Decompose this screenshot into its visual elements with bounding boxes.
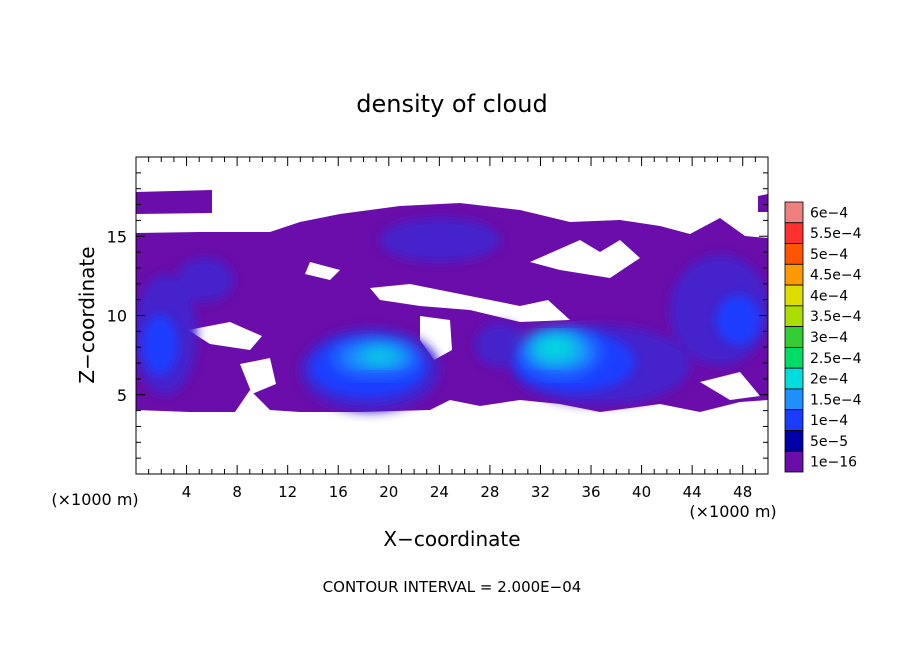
colorbar-swatch: [784, 201, 804, 224]
x-tick-label: 8: [232, 483, 242, 501]
gap-1: [530, 240, 640, 278]
colorbar-label: 4e−4: [810, 288, 848, 304]
gap-5: [240, 358, 276, 394]
colorbar: 6e−4 5.5e−4 5e−4 4.5e−4 4e−4 3.5e−4 3e−4 2.5e−4…: [784, 201, 862, 473]
y-tick-label: 5: [117, 386, 127, 405]
y-axis-label: Z−coordinate: [75, 246, 99, 383]
x-axis-label: X−coordinate: [383, 527, 520, 551]
contour-field: [136, 190, 768, 412]
dense-core-top: [380, 218, 500, 262]
gap-6: [700, 372, 760, 400]
colorbar-label: 2e−4: [810, 372, 848, 388]
colorbar-swatch: [784, 346, 804, 369]
x-tick-label: 28: [480, 483, 499, 501]
gap-3: [188, 322, 262, 350]
density-level-2e-4: [358, 334, 579, 364]
colorbar-label: 4.5e−4: [810, 268, 862, 284]
core-1e-4-far-right: [716, 295, 760, 345]
x-tick-label: 40: [632, 483, 651, 501]
x-tick-label: 16: [329, 483, 348, 501]
dense-core-left-top: [177, 258, 233, 302]
cloud-gaps: [188, 240, 760, 400]
x-tick-label: 36: [581, 483, 600, 501]
core-2e-4-center: [358, 348, 402, 364]
cloud-upper-left-patch: [136, 190, 212, 214]
y-axis-ticks: 5 10 15: [107, 172, 768, 459]
x-tick-label: 12: [278, 483, 297, 501]
colorbar-swatch: [784, 430, 804, 452]
colorbar-label: 1e−16: [810, 455, 857, 471]
colorbar-swatch: [784, 388, 804, 411]
colorbar-swatch: [784, 326, 804, 348]
x-tick-label: 48: [733, 483, 752, 501]
colorbar-swatch: [784, 263, 804, 286]
x-axis-ticks: 4 8 12 16 20 24 28 32 36 40 44 48: [148, 157, 756, 501]
x-tick-label: 24: [430, 483, 449, 501]
colorbar-label: 1.5e−4: [810, 392, 862, 408]
colorbar-label: 5e−4: [810, 247, 848, 263]
colorbar-swatch: [784, 284, 804, 307]
x-unit-left: (×1000 m): [51, 490, 138, 509]
colorbar-label: 3.5e−4: [810, 309, 862, 325]
y-tick-label: 15: [107, 227, 127, 246]
colorbar-label: 2.5e−4: [810, 351, 862, 367]
colorbar-label: 3e−4: [810, 330, 848, 346]
colorbar-swatch: [784, 367, 804, 390]
gap-7: [305, 262, 340, 280]
colorbar-swatch: [784, 450, 804, 473]
colorbar-swatch: [784, 243, 804, 265]
x-unit-right: (×1000 m): [689, 502, 776, 521]
colorbar-swatch: [784, 222, 804, 244]
gap-2: [370, 284, 570, 322]
cloud-upper-right-patch: [758, 194, 768, 212]
x-tick-label: 4: [182, 483, 192, 501]
colorbar-label: 5.5e−4: [810, 226, 862, 242]
colorbar-label: 6e−4: [810, 205, 848, 221]
colorbar-label: 5e−5: [810, 434, 848, 450]
core-1e-4-left: [142, 315, 178, 375]
core-2e-4-right: [531, 334, 579, 362]
y-tick-label: 10: [107, 307, 127, 326]
contour-interval-footer: CONTOUR INTERVAL = 2.000E−04: [323, 578, 582, 596]
x-tick-label: 32: [531, 483, 550, 501]
x-tick-label: 20: [379, 483, 398, 501]
colorbar-label: 1e−4: [810, 413, 848, 429]
chart-title: density of cloud: [356, 90, 547, 118]
x-tick-label: 44: [683, 483, 702, 501]
colorbar-swatch: [784, 305, 804, 328]
colorbar-swatch: [784, 409, 804, 431]
